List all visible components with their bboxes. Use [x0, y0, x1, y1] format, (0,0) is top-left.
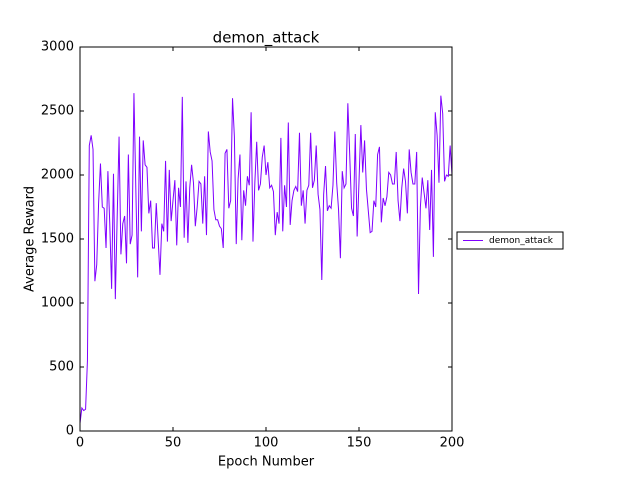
x-axis-label: Epoch Number — [218, 455, 315, 470]
chart-title: demon_attack — [213, 29, 320, 48]
x-tick-label: 100 — [254, 436, 279, 451]
plot-frame — [79, 46, 453, 432]
y-tick-label: 2000 — [41, 168, 74, 183]
x-tick-label: 50 — [165, 436, 182, 451]
legend-box — [456, 231, 564, 250]
y-tick-label: 1500 — [41, 232, 74, 247]
y-tick-label: 0 — [66, 424, 74, 439]
y-tick-label: 1000 — [41, 296, 74, 311]
legend-label: demon_attack — [489, 236, 554, 246]
y-axis-label: Average Reward — [23, 186, 38, 292]
y-tick-label: 500 — [49, 360, 74, 375]
y-tick-label: 2500 — [41, 104, 74, 119]
data-line — [79, 93, 453, 424]
x-tick-label: 200 — [440, 436, 465, 451]
y-tick-label: 3000 — [41, 40, 74, 55]
x-tick-label: 150 — [347, 436, 372, 451]
x-tick-label: 0 — [76, 436, 84, 451]
